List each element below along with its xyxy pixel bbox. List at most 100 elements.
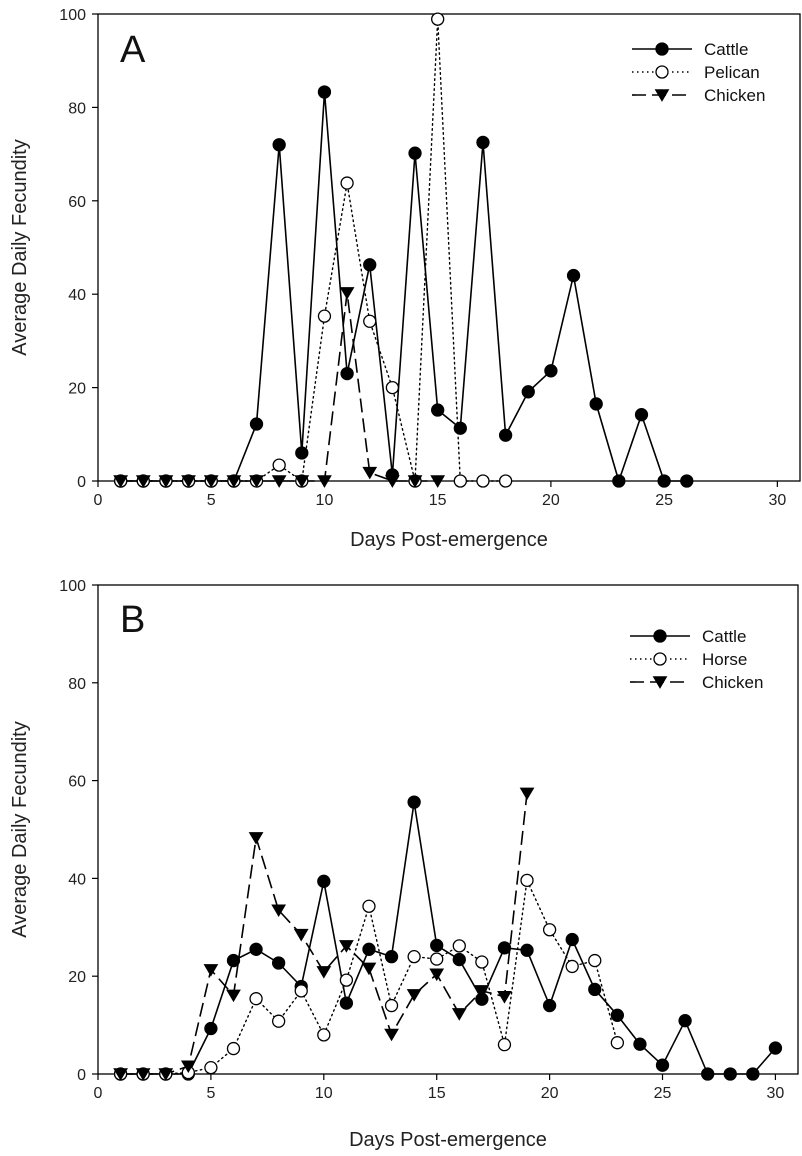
panel-b-chicken-point: [497, 991, 512, 1004]
panel-b-chicken-point: [474, 985, 490, 998]
panel-b-horse-point: [339, 973, 354, 987]
panel-b-horse-point: [475, 955, 489, 969]
panel-b-horse-point: [362, 899, 376, 913]
panel-b-legend-cattle-marker: [653, 629, 667, 643]
panel-a-pelican-point: [431, 12, 445, 26]
panel-a-x-tick-label: 10: [316, 492, 334, 509]
panel-b-horse-point: [271, 1014, 286, 1028]
panel-b-chicken-point: [519, 787, 535, 801]
panel-a-y-tick-label: 80: [68, 100, 86, 117]
panel-a-cattle-point: [521, 385, 535, 399]
panel-b-y-tick-label: 60: [68, 774, 86, 791]
panel-b-chicken-point: [248, 832, 264, 845]
panel-a-chicken-point: [317, 475, 332, 488]
panel-a-chicken-point: [339, 287, 355, 300]
panel-b-cattle-point: [723, 1067, 737, 1081]
panel-b-cattle-point: [520, 943, 534, 957]
panel-b-x-tick-label: 30: [767, 1085, 785, 1102]
panel-b: 0 5 10 15 20 25 30 0 20 40 60 80 100 Days Post-emerge…: [9, 578, 799, 1151]
panel-a-legend-chicken-marker: [654, 89, 670, 102]
panel-a-plot-frame: [97, 13, 801, 482]
panel-b-chicken-point: [339, 940, 354, 953]
panel-a-y-axis-title: Average Daily Fecundity: [9, 139, 31, 355]
panel-b-plot-frame: [97, 584, 799, 1075]
panel-a-cattle-point: [680, 474, 694, 488]
panel-b-cattle-point: [542, 998, 557, 1013]
panel-b-x-axis-title: Days Post-emergence: [349, 1129, 547, 1151]
panel-b-chicken-point: [158, 1068, 174, 1081]
panel-b-y-tick-label: 40: [68, 871, 86, 888]
panel-b-legend-chicken-label: Chicken: [702, 673, 763, 692]
panel-a-letter: A: [120, 29, 146, 71]
panel-a-legend-cattle-label: Cattle: [704, 40, 748, 59]
panel-b-horse-point: [542, 923, 557, 937]
panel-a-pelican-point: [498, 474, 513, 488]
panel-a-chicken-point: [249, 475, 264, 488]
panel-a-x-tick-label: 25: [655, 492, 673, 509]
panel-a-pelican-point: [385, 380, 400, 395]
panel-b-chicken-point: [316, 966, 332, 979]
panel-a-pelican-point: [317, 309, 332, 323]
panel-a-cattle-point: [476, 135, 490, 150]
panel-a-chicken-point: [385, 475, 400, 488]
panel-a-y-tick-label: 60: [68, 194, 86, 211]
panel-a-chicken-point: [430, 475, 446, 488]
panel-b-cattle-point: [610, 1008, 625, 1022]
panel-b-cattle-point: [271, 956, 286, 970]
panel-a-chicken-point: [113, 475, 129, 488]
panel-b-x-tick-label: 15: [428, 1085, 446, 1102]
panel-a-cattle-point: [363, 258, 377, 272]
panel-a-chicken-point: [226, 475, 242, 488]
panel-a-chicken-point: [294, 475, 310, 488]
panel-b-horse-point: [588, 953, 602, 968]
panel-b-cattle-point: [655, 1058, 670, 1072]
panel-b-letter: B: [120, 599, 145, 641]
panel-b-chicken-point: [429, 968, 445, 982]
panel-a-x-tick-label: 0: [94, 492, 103, 509]
panel-b-chicken-point: [406, 989, 422, 1002]
panel-b-chicken-point: [135, 1068, 151, 1081]
panel-b-legend-horse-label: Horse: [702, 650, 747, 669]
panel-a-pelican-point: [340, 176, 354, 190]
panel-a-y-tick-label: 20: [68, 381, 86, 398]
panel-a-chicken-point: [362, 466, 378, 480]
panel-a-cattle-point: [657, 474, 671, 488]
panel-b-chicken-point: [451, 1008, 467, 1021]
panel-b-cattle-point: [384, 949, 399, 964]
panel-b-chicken-point: [361, 962, 377, 976]
panel-a-x-axis-title: Days Post-emergence: [350, 529, 548, 551]
panel-b-x-tick-label: 20: [541, 1085, 559, 1102]
panel-a-chicken-point: [181, 475, 196, 488]
panel-b-y-tick-label: 20: [68, 969, 86, 986]
panel-b-cattle-point: [204, 1021, 218, 1036]
panel-b-legend-chicken-marker: [652, 676, 668, 689]
panel-a-chicken-point: [407, 475, 423, 488]
panel-b-cattle-point: [633, 1037, 647, 1051]
panel-b-cattle-point: [701, 1067, 715, 1081]
panel-b-chicken-point: [180, 1060, 196, 1074]
panel-b-y-axis-title: Average Daily Fecundity: [9, 721, 31, 937]
panel-a-legend-pelican-label: Pelican: [704, 63, 760, 82]
panel-a-legend-cattle-marker: [655, 42, 669, 56]
panel-a-x-tick-label: 15: [429, 492, 447, 509]
panel-b-y-tick-label: 100: [59, 578, 86, 595]
panel-a-cattle-point: [249, 417, 264, 431]
panel-b-chicken-point: [203, 964, 219, 977]
panel-b-cattle-point: [362, 942, 376, 956]
panel-b-chicken-point: [271, 904, 287, 918]
panel-a-x-tick-label: 20: [542, 492, 560, 509]
panel-b-legend-cattle-label: Cattle: [702, 627, 746, 646]
panel-a-y-tick-label: 40: [68, 287, 86, 304]
panel-a-legend-chicken-label: Chicken: [704, 86, 765, 105]
panel-b-x-tick-label: 25: [654, 1085, 672, 1102]
panel-b-cattle-point: [430, 938, 444, 953]
panel-b-horse-point: [226, 1041, 241, 1056]
panel-a-x-tick-label: 30: [768, 492, 786, 509]
panel-b-cattle-point: [768, 1041, 783, 1055]
panel-b-cattle-point: [339, 996, 354, 1010]
panel-b-cattle-point: [746, 1067, 760, 1081]
panel-a-pelican-line: [119, 18, 507, 482]
panel-a-cattle-point: [612, 474, 626, 488]
panel-b-horse-point: [497, 1038, 512, 1052]
